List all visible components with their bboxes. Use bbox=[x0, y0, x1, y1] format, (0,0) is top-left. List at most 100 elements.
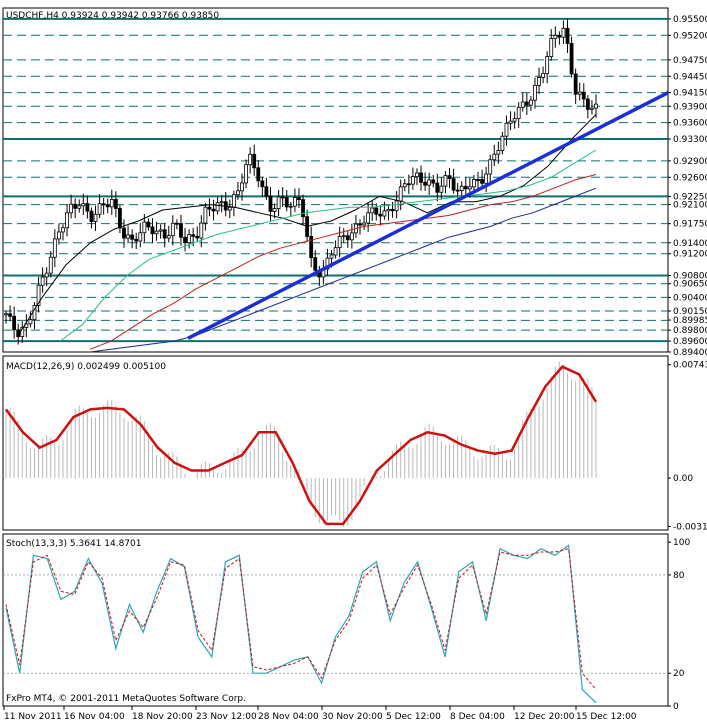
candle-body bbox=[431, 179, 436, 184]
price-axis-label: 0.89800 bbox=[673, 326, 707, 336]
candle-body bbox=[8, 313, 12, 317]
candle-body bbox=[374, 207, 379, 215]
candle-body bbox=[443, 175, 448, 187]
moving-average-long bbox=[89, 187, 597, 353]
candle-body bbox=[419, 172, 423, 183]
price-axis-label: 0.90800 bbox=[673, 272, 707, 282]
candle-body bbox=[463, 185, 468, 190]
candle-body bbox=[118, 208, 122, 229]
candle-body bbox=[227, 206, 232, 211]
candle-body bbox=[97, 203, 102, 215]
candle-body bbox=[577, 91, 582, 95]
candle-body bbox=[472, 179, 476, 188]
candle-body bbox=[439, 185, 444, 193]
candle-body bbox=[398, 186, 403, 202]
price-axis-label: 0.92250 bbox=[673, 192, 707, 202]
candle-body bbox=[215, 202, 220, 212]
candle-body bbox=[81, 203, 86, 207]
candle-body bbox=[280, 196, 285, 199]
candle-body bbox=[301, 199, 305, 218]
candle-body bbox=[370, 207, 375, 214]
moving-average-mid bbox=[59, 149, 597, 342]
moving-average-fast bbox=[17, 114, 597, 336]
candle-body bbox=[40, 276, 45, 286]
candle-body bbox=[179, 223, 183, 238]
candle-body bbox=[109, 199, 114, 208]
candle-body bbox=[512, 118, 517, 122]
candle-body bbox=[545, 56, 550, 74]
copyright-text: FxPro MT4, © 2001-2011 MetaQuotes Softwa… bbox=[6, 694, 246, 704]
candle-body bbox=[101, 203, 106, 206]
time-axis-label: 11 Nov 2011 bbox=[4, 712, 62, 722]
candle-body bbox=[256, 167, 261, 182]
candle-body bbox=[260, 180, 265, 188]
candle-body bbox=[459, 185, 464, 191]
candle-body bbox=[581, 91, 586, 100]
candle-body bbox=[569, 43, 574, 75]
price-axis-label: 0.89985 bbox=[673, 316, 707, 326]
candle-body bbox=[565, 27, 570, 44]
candle-body bbox=[533, 84, 537, 101]
candle-body bbox=[378, 213, 383, 217]
candle-body bbox=[480, 179, 484, 184]
candle-body bbox=[44, 272, 49, 278]
candle-body bbox=[85, 203, 90, 212]
candle-body bbox=[297, 197, 301, 200]
candle-body bbox=[561, 27, 566, 38]
candle-body bbox=[276, 196, 281, 209]
price-axis-label: 0.94450 bbox=[673, 72, 707, 82]
candle-body bbox=[89, 210, 94, 222]
price-axis-label: 0.93600 bbox=[673, 119, 707, 129]
candle-body bbox=[402, 183, 407, 188]
time-axis-label: 12 Dec 20:00 bbox=[514, 712, 575, 722]
candle-body bbox=[423, 181, 428, 186]
candle-body bbox=[325, 257, 330, 270]
candle-body bbox=[252, 153, 257, 169]
candle-body bbox=[516, 106, 521, 120]
candle-body bbox=[248, 153, 253, 166]
price-axis-label: 0.92100 bbox=[673, 201, 707, 211]
candle-body bbox=[93, 213, 98, 222]
candle-body bbox=[134, 238, 139, 242]
macd-axis-label: -0.00317 bbox=[673, 522, 707, 532]
price-panel-title: USDCHF,H4 0.93924 0.93942 0.93766 0.9385… bbox=[6, 11, 219, 21]
candle-body bbox=[28, 319, 33, 325]
candle-body bbox=[12, 315, 17, 331]
time-axis-label: 15 Dec 12:00 bbox=[576, 712, 637, 722]
candle-body bbox=[105, 204, 110, 208]
stoch-signal-line bbox=[5, 548, 597, 690]
candle-body bbox=[410, 176, 415, 185]
candle-body bbox=[549, 38, 554, 57]
candle-body bbox=[337, 236, 342, 249]
candle-body bbox=[56, 231, 61, 240]
candle-body bbox=[52, 238, 57, 258]
stoch-main-line bbox=[5, 544, 597, 704]
candle-body bbox=[77, 205, 82, 209]
candle-body bbox=[362, 222, 366, 226]
price-axis-label: 0.94750 bbox=[673, 56, 707, 66]
candle-body bbox=[467, 186, 472, 190]
stoch-axis-label: 0 bbox=[673, 702, 679, 712]
candle-body bbox=[264, 186, 269, 197]
candle-body bbox=[528, 99, 533, 106]
time-axis-label: 8 Dec 04:00 bbox=[450, 712, 505, 722]
price-axis-label: 0.92600 bbox=[673, 173, 707, 183]
candle-body bbox=[154, 230, 159, 235]
time-axis-label: 16 Nov 04:00 bbox=[64, 712, 125, 722]
candle-body bbox=[211, 208, 216, 212]
time-axis-label: 18 Nov 20:00 bbox=[132, 712, 193, 722]
macd-panel-frame bbox=[2, 355, 669, 531]
candle-body bbox=[520, 101, 525, 108]
price-axis-label: 0.95200 bbox=[673, 31, 707, 41]
candle-body bbox=[73, 203, 78, 209]
candle-body bbox=[146, 221, 151, 228]
price-panel-frame bbox=[2, 7, 669, 353]
candle-body bbox=[500, 135, 505, 151]
candle-body bbox=[174, 222, 179, 225]
candle-body bbox=[113, 199, 118, 209]
candle-body bbox=[309, 236, 314, 259]
candle-body bbox=[130, 234, 135, 240]
candle-body bbox=[138, 232, 143, 242]
candle-body bbox=[415, 172, 419, 178]
